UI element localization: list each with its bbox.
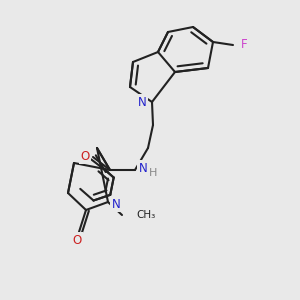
- Text: N: N: [139, 161, 147, 175]
- Text: F: F: [241, 38, 247, 52]
- Text: O: O: [80, 149, 90, 163]
- Text: N: N: [112, 197, 120, 211]
- Text: CH₃: CH₃: [136, 210, 155, 220]
- Text: O: O: [72, 233, 82, 247]
- Text: N: N: [138, 95, 146, 109]
- Text: H: H: [149, 168, 157, 178]
